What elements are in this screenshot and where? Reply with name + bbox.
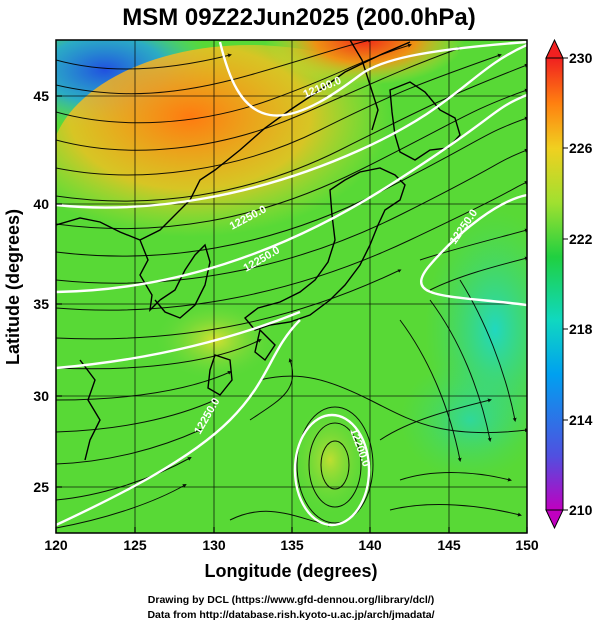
x-tick-label: 130 <box>202 537 226 553</box>
colorbar-tick-label: 218 <box>569 321 593 337</box>
colorbar-tick-label: 226 <box>569 140 593 156</box>
y-tick-label: 40 <box>33 196 49 212</box>
x-tick-label: 135 <box>280 537 304 553</box>
y-tick-label: 25 <box>33 479 49 495</box>
y-tick-label: 30 <box>33 388 49 404</box>
y-axis-label: Latitude (degrees) <box>3 209 23 365</box>
y-tick-labels: 25 30 35 40 45 <box>33 88 49 495</box>
colorbar-tick-label: 230 <box>569 50 593 66</box>
graticule <box>56 40 527 533</box>
map-plot-area: 12100.0 12250.0 12250.0 12250.0 12250.0 … <box>56 40 527 533</box>
colorbar-tick-label: 210 <box>569 502 593 518</box>
x-tick-label: 125 <box>123 537 147 553</box>
x-tick-label: 145 <box>437 537 461 553</box>
colorbar-tick-label: 222 <box>569 231 593 247</box>
x-tick-label: 120 <box>44 537 68 553</box>
x-tick-labels: 120 125 130 135 140 145 150 <box>44 537 539 553</box>
credit-drawing: Drawing by DCL (https://www.gfd-dennou.o… <box>148 594 434 606</box>
colorbar-bottom-triangle <box>545 509 564 530</box>
coastlines <box>56 40 461 461</box>
x-axis-label: Longitude (degrees) <box>204 561 377 581</box>
colorbar-tick-label: 214 <box>569 412 593 428</box>
credit-data-source: Data from http://database.rish.kyoto-u.a… <box>147 609 434 621</box>
colorbar: 230 226 222 218 214 210 <box>545 38 593 530</box>
colorbar-gradient <box>545 57 564 511</box>
height-contours <box>56 40 527 527</box>
x-tick-label: 140 <box>358 537 382 553</box>
x-tick-label: 150 <box>515 537 539 553</box>
warm-region-korea <box>56 45 450 285</box>
colorbar-top-triangle <box>545 38 564 59</box>
y-tick-label: 35 <box>33 296 49 312</box>
tick-marks <box>55 95 528 533</box>
y-tick-label: 45 <box>33 88 49 104</box>
figure-title: MSM 09Z22Jun2025 (200.0hPa) <box>122 4 476 31</box>
